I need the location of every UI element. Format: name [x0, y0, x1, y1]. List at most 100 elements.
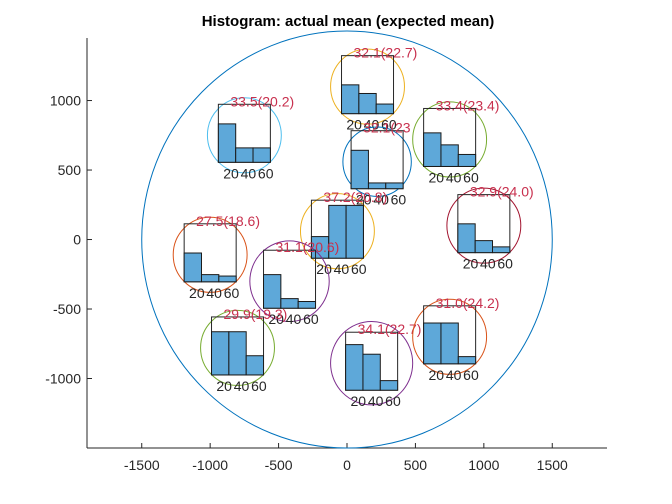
y-tick-label: -1000 [45, 371, 81, 387]
x-tick-label: -1500 [124, 457, 160, 473]
inset-circle [249, 240, 330, 323]
histogram-bar [297, 301, 317, 309]
inset-mean-label: 32.1(23 [363, 120, 411, 136]
inset-bin-label: 40 [480, 256, 496, 272]
inset-bin-label: 60 [497, 256, 513, 272]
inset-circle [330, 48, 405, 125]
histogram-bar [341, 84, 360, 115]
inset-mean-label: 33.4(23.4) [436, 97, 500, 113]
inset-bin-label: 60 [381, 117, 397, 133]
inset-mean-label: 32.9(24.0) [470, 184, 534, 200]
histogram-bar [375, 103, 395, 115]
histogram-bar [440, 322, 459, 365]
inset-bin-label: 20 [216, 378, 232, 394]
y-tick-label: -500 [53, 301, 81, 317]
histogram-bar [457, 356, 477, 365]
y-tick-label: 500 [58, 162, 82, 178]
inset-bin-label: 60 [391, 192, 407, 208]
histogram-bar [423, 322, 442, 365]
inset-mean-label: 27.5(18.6) [196, 213, 260, 229]
histogram-bar [358, 92, 377, 115]
inset-circle [342, 126, 412, 197]
histogram-bar [345, 204, 364, 259]
inset-bin-label: 20 [189, 285, 205, 301]
x-tick-label: 0 [343, 457, 351, 473]
inset-histogram-6: 20 40 60 32.9(24.0) [446, 184, 534, 272]
inset-histogram-2: 20 40 60 33.5(20.2) [206, 93, 294, 181]
inset-bin-label: 20 [463, 256, 479, 272]
inset-bin-label: 40 [334, 261, 350, 277]
histogram-bar [345, 344, 364, 391]
histogram-bar [423, 132, 442, 167]
outer-circle-layer [141, 30, 553, 449]
inset-mean-label: 29.9(19.3) [224, 306, 288, 322]
x-tick-label: -500 [265, 457, 293, 473]
inset-circle [200, 309, 275, 386]
inset-bin-label: 20 [223, 165, 239, 181]
histogram-bar [228, 331, 247, 376]
histogram-bar [263, 274, 282, 309]
inset-mean-label: 31.0(24.2) [436, 295, 500, 311]
x-tick-label: -1000 [192, 457, 228, 473]
inset-bin-label: 40 [373, 192, 389, 208]
inset-bin-label: 60 [258, 165, 274, 181]
inset-mean-label: 34.1(22.7) [358, 321, 422, 337]
inset-bin-label: 40 [286, 311, 302, 327]
histogram-bar [217, 123, 237, 163]
x-tick-label: 1500 [537, 457, 568, 473]
inset-histogram-8: 20 40 60 31.1(20.6) [249, 239, 340, 327]
histogram-bar [211, 331, 230, 376]
inset-bin-label: 20 [429, 169, 445, 185]
inset-bin-label: 60 [385, 393, 401, 409]
inset-mean-label: 33.5(20.2) [230, 93, 294, 109]
inset-circle [412, 101, 488, 178]
inset-bin-label: 60 [463, 367, 479, 383]
histogram-bar [252, 147, 271, 163]
inset-bin-label: 40 [446, 367, 462, 383]
inset-bin-label: 60 [303, 311, 319, 327]
histogram-bar [379, 380, 399, 391]
histogram-bar [350, 149, 369, 190]
histogram-bar [362, 353, 381, 391]
inset-bin-label: 60 [351, 261, 367, 277]
y-tick-label: 1000 [50, 93, 81, 109]
inset-bin-label: 40 [446, 169, 462, 185]
histogram-bar [367, 182, 387, 190]
inset-bin-label: 20 [316, 261, 332, 277]
inset-circle [330, 321, 414, 406]
inset-circle [299, 193, 375, 270]
inset-bin-label: 40 [368, 393, 384, 409]
inset-mean-label: 37.2(20.8) [323, 189, 387, 205]
inset-histogram-11: 20 40 60 31.0(24.2) [412, 295, 500, 383]
outer-circle [141, 30, 553, 449]
histogram-bar [457, 153, 477, 167]
inset-circle [446, 187, 522, 264]
chart-title: Histogram: actual mean (expected mean) [202, 13, 495, 30]
histogram-bar [440, 144, 459, 167]
inset-circle [412, 298, 488, 375]
inset-bin-label: 60 [463, 169, 479, 185]
histogram-bar [235, 147, 254, 163]
x-tick-label: 1000 [468, 457, 499, 473]
inset-bin-label: 40 [206, 285, 222, 301]
inset-mean-label: 31.1(20.6) [276, 239, 340, 255]
axes: -1500 -1000 -500 0 500 1000 1500 -1000 -500 0 500 1… [45, 38, 607, 473]
inset-circle [206, 97, 282, 174]
inset-histogram-7: 20 40 60 27.5(18.6) [172, 213, 260, 301]
histogram-bar [183, 252, 202, 283]
y-tick-label: 0 [73, 232, 81, 248]
histogram-bar [200, 274, 220, 283]
inset-mean-label: 32.1(22.7) [354, 45, 418, 61]
inset-bin-label: 60 [224, 285, 240, 301]
histogram-bar [385, 182, 404, 190]
inset-histogram-3: 20 40 60 33.4(23.4) [412, 97, 500, 185]
histogram-bar [474, 240, 494, 254]
histogram-bar [245, 355, 265, 376]
histogram-bar [457, 223, 476, 254]
histogram-bar [218, 275, 237, 283]
